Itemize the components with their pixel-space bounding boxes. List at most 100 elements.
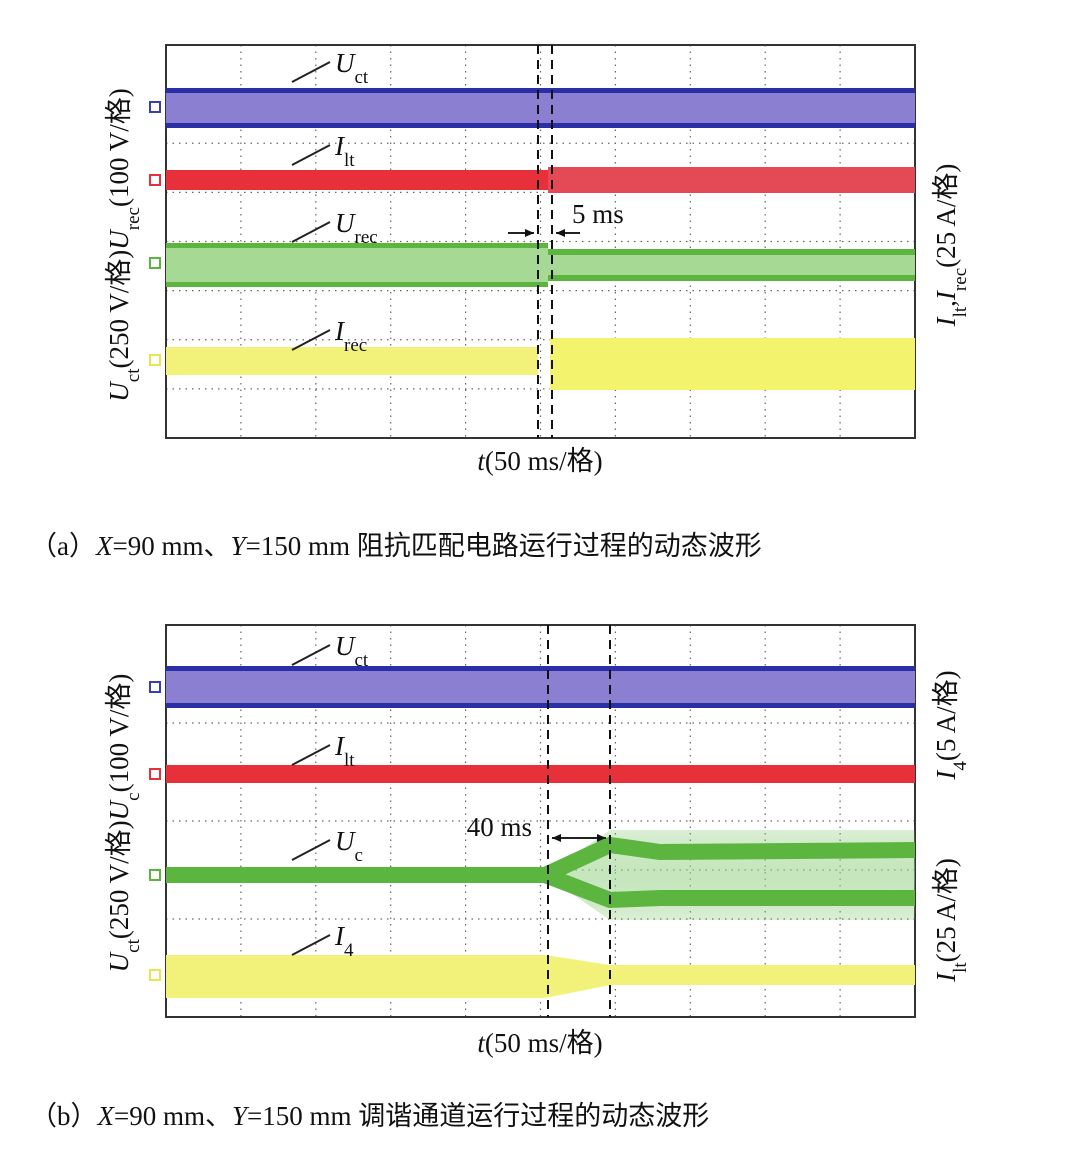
trace-ilt: [548, 167, 915, 193]
channel-marker: [149, 174, 161, 186]
subscript: lt: [344, 750, 355, 771]
trace-uc: [166, 836, 916, 883]
subscript: c: [123, 792, 144, 800]
leader: [291, 329, 331, 351]
symbol: U: [104, 381, 134, 402]
symbol: I: [931, 769, 961, 781]
waveforms-a: [166, 45, 915, 438]
annotation: 40 ms: [467, 812, 532, 842]
caption-part: （b）: [30, 1101, 98, 1131]
suffix: (25 A/格): [931, 164, 961, 268]
trace-irec: [166, 347, 538, 375]
leader: [291, 744, 331, 766]
plot-frame: [165, 624, 916, 1018]
symbol: U: [335, 826, 356, 856]
waveforms-b: [166, 625, 916, 1017]
trace-label: Uct: [335, 48, 369, 88]
suffix: (100 V/格): [104, 88, 134, 207]
caption: （b）X=90 mm、Y=150 mm 调谐通道运行过程的动态波形: [30, 1101, 709, 1131]
arrow-head: [525, 229, 534, 237]
trace-ilt: [166, 765, 915, 783]
trace-edge: [548, 249, 915, 255]
symbol: t: [477, 1028, 486, 1058]
symbol: U: [104, 799, 134, 820]
suffix: (100 V/格): [104, 674, 134, 793]
suffix: (50 ms/格): [485, 446, 603, 476]
subscript: 4: [950, 761, 971, 771]
symbol: I: [334, 731, 346, 761]
channel-marker: [149, 768, 161, 780]
symbol: I: [334, 316, 346, 346]
subscript: rec: [344, 335, 367, 356]
subscript: rec: [950, 268, 971, 291]
symbol: I: [334, 131, 346, 161]
suffix: (5 A/格): [931, 670, 961, 761]
subscript: rec: [355, 227, 378, 248]
subscript: ct: [123, 938, 144, 952]
trace-edge: [548, 275, 915, 281]
right-axis-label: Ilt,Irec(25 A/格): [931, 164, 971, 328]
trace-edge: [166, 123, 915, 128]
suffix: (50 ms/格): [485, 1028, 603, 1058]
symbol: I: [334, 921, 346, 951]
caption-part: Y: [230, 531, 248, 561]
subscript: c: [355, 845, 363, 866]
arrow-head: [556, 229, 565, 237]
caption-part: =90 mm、: [112, 531, 230, 561]
trace-label: I4: [334, 921, 354, 961]
caption-part: （a）: [30, 531, 96, 561]
subscript: ct: [123, 368, 144, 382]
right-axis-label: Ilt(25 A/格): [931, 858, 971, 983]
trace-edge: [166, 666, 915, 671]
subscript: lt: [344, 150, 355, 171]
trace-uct: [166, 668, 915, 706]
right-axis-label: I4(5 A/格): [931, 670, 971, 780]
trace-urec: [166, 245, 548, 285]
subscript: ct: [355, 67, 369, 88]
symbol: I: [931, 315, 961, 327]
left-axis-label: Uct(250 V/格)Urec(100 V/格): [104, 88, 144, 401]
suffix: (25 A/格): [931, 858, 961, 962]
channel-marker: [149, 257, 161, 269]
subscript: rec: [123, 207, 144, 230]
caption-part: =90 mm、: [114, 1101, 232, 1131]
trace-edge: [166, 88, 915, 93]
suffix: ,: [931, 300, 961, 307]
channel-marker: [149, 354, 161, 366]
suffix: (250 V/格): [104, 820, 134, 939]
x-axis-label: t(50 ms/格): [477, 446, 602, 476]
caption-part: =150 mm 调谐通道运行过程的动态波形: [247, 1101, 709, 1131]
leader: [291, 644, 331, 666]
subscript: lt: [950, 962, 971, 973]
symbol: U: [335, 208, 356, 238]
channel-marker: [149, 869, 161, 881]
trace-label: Irec: [334, 316, 367, 356]
subscript: 4: [344, 940, 354, 961]
leader: [291, 839, 331, 861]
leader: [291, 144, 331, 166]
subscript: lt: [950, 306, 971, 317]
caption-part: X: [95, 531, 114, 561]
trace-label: Ilt: [334, 731, 355, 771]
suffix: (250 V/格): [104, 250, 134, 369]
caption-part: X: [97, 1101, 116, 1131]
trace-edge: [166, 243, 548, 248]
trace-edge: [166, 282, 548, 287]
trace-label: Uc: [335, 826, 363, 866]
caption-part: =150 mm 阻抗匹配电路运行过程的动态波形: [246, 531, 762, 561]
symbol: I: [931, 971, 961, 983]
trace-i4: [166, 955, 915, 998]
trace-uct: [166, 90, 915, 126]
labels: Uct(250 V/格)Urec(100 V/格)Ilt,Irec(25 A/格…: [30, 48, 971, 1131]
trace-label: Urec: [335, 208, 378, 248]
left-axis-label: Uct(250 V/格)Uc(100 V/格): [104, 674, 144, 973]
channel-marker: [149, 681, 161, 693]
channel-marker: [149, 969, 161, 981]
trace-label: Uct: [335, 631, 369, 671]
symbol: U: [335, 631, 356, 661]
trace-uc: [542, 867, 915, 909]
symbol: U: [104, 951, 134, 972]
channel-marker: [149, 101, 161, 113]
leader: [291, 221, 331, 243]
